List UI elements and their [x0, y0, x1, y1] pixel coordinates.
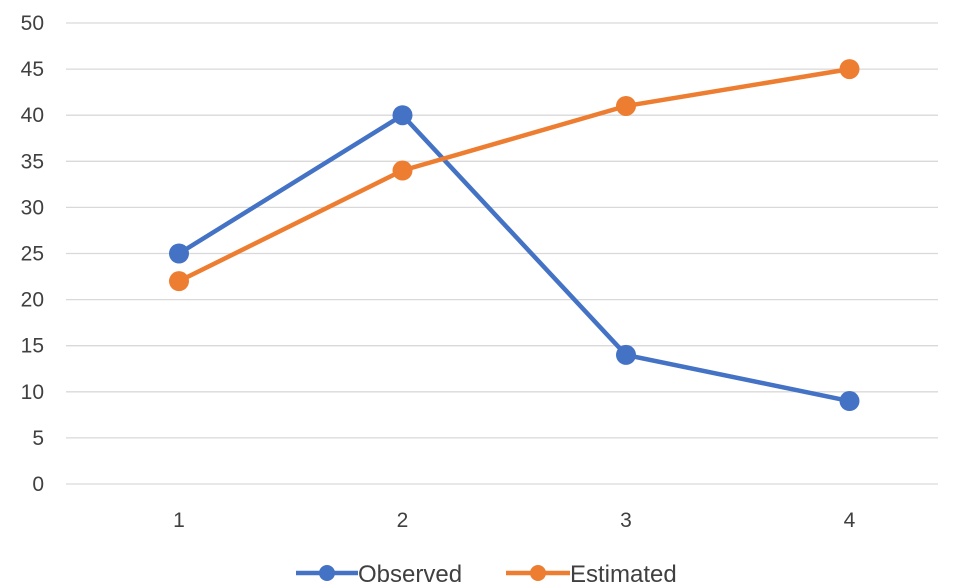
legend-item-observed: Observed	[296, 561, 462, 586]
legend-label: Estimated	[570, 561, 677, 586]
y-tick-label: 0	[32, 473, 44, 496]
series-line-observed	[176, 112, 852, 404]
data-point-observed	[839, 391, 860, 412]
y-tick-label: 30	[21, 196, 44, 219]
y-tick-label: 25	[21, 243, 44, 266]
x-tick-label: 2	[397, 509, 409, 532]
x-tick-label: 4	[844, 509, 856, 532]
series-group	[169, 59, 860, 412]
x-tick-label: 3	[620, 509, 632, 532]
data-point-observed	[616, 344, 636, 365]
legend-swatch-marker	[319, 565, 335, 581]
y-tick-label: 45	[21, 58, 44, 81]
series-observed	[169, 105, 860, 412]
data-point-observed	[392, 105, 413, 126]
y-tick-label: 10	[21, 381, 44, 404]
legend-swatch-marker	[530, 565, 546, 581]
y-tick-label: 20	[21, 289, 44, 312]
data-point-estimated	[392, 160, 413, 181]
legend: Observed Estimated	[296, 561, 677, 586]
x-axis-tick-labels: 1 2 3 4	[173, 509, 856, 532]
y-tick-label: 35	[21, 150, 44, 173]
y-axis-tick-labels: 0 5 10 15 20 25 30 35 40 45 50	[21, 12, 44, 496]
x-tick-label: 1	[173, 509, 185, 532]
data-point-estimated	[839, 59, 860, 80]
data-point-estimated	[169, 271, 189, 292]
series-estimated	[169, 59, 860, 292]
series-line-estimated	[176, 66, 852, 284]
legend-item-estimated: Estimated	[506, 561, 677, 586]
gridlines	[66, 22, 938, 485]
data-point-estimated	[616, 95, 636, 116]
y-tick-label: 5	[32, 427, 44, 450]
legend-label: Observed	[358, 561, 462, 586]
data-point-observed	[169, 243, 189, 264]
y-tick-label: 15	[21, 335, 44, 358]
y-tick-label: 40	[21, 104, 44, 127]
y-tick-label: 50	[21, 12, 44, 35]
